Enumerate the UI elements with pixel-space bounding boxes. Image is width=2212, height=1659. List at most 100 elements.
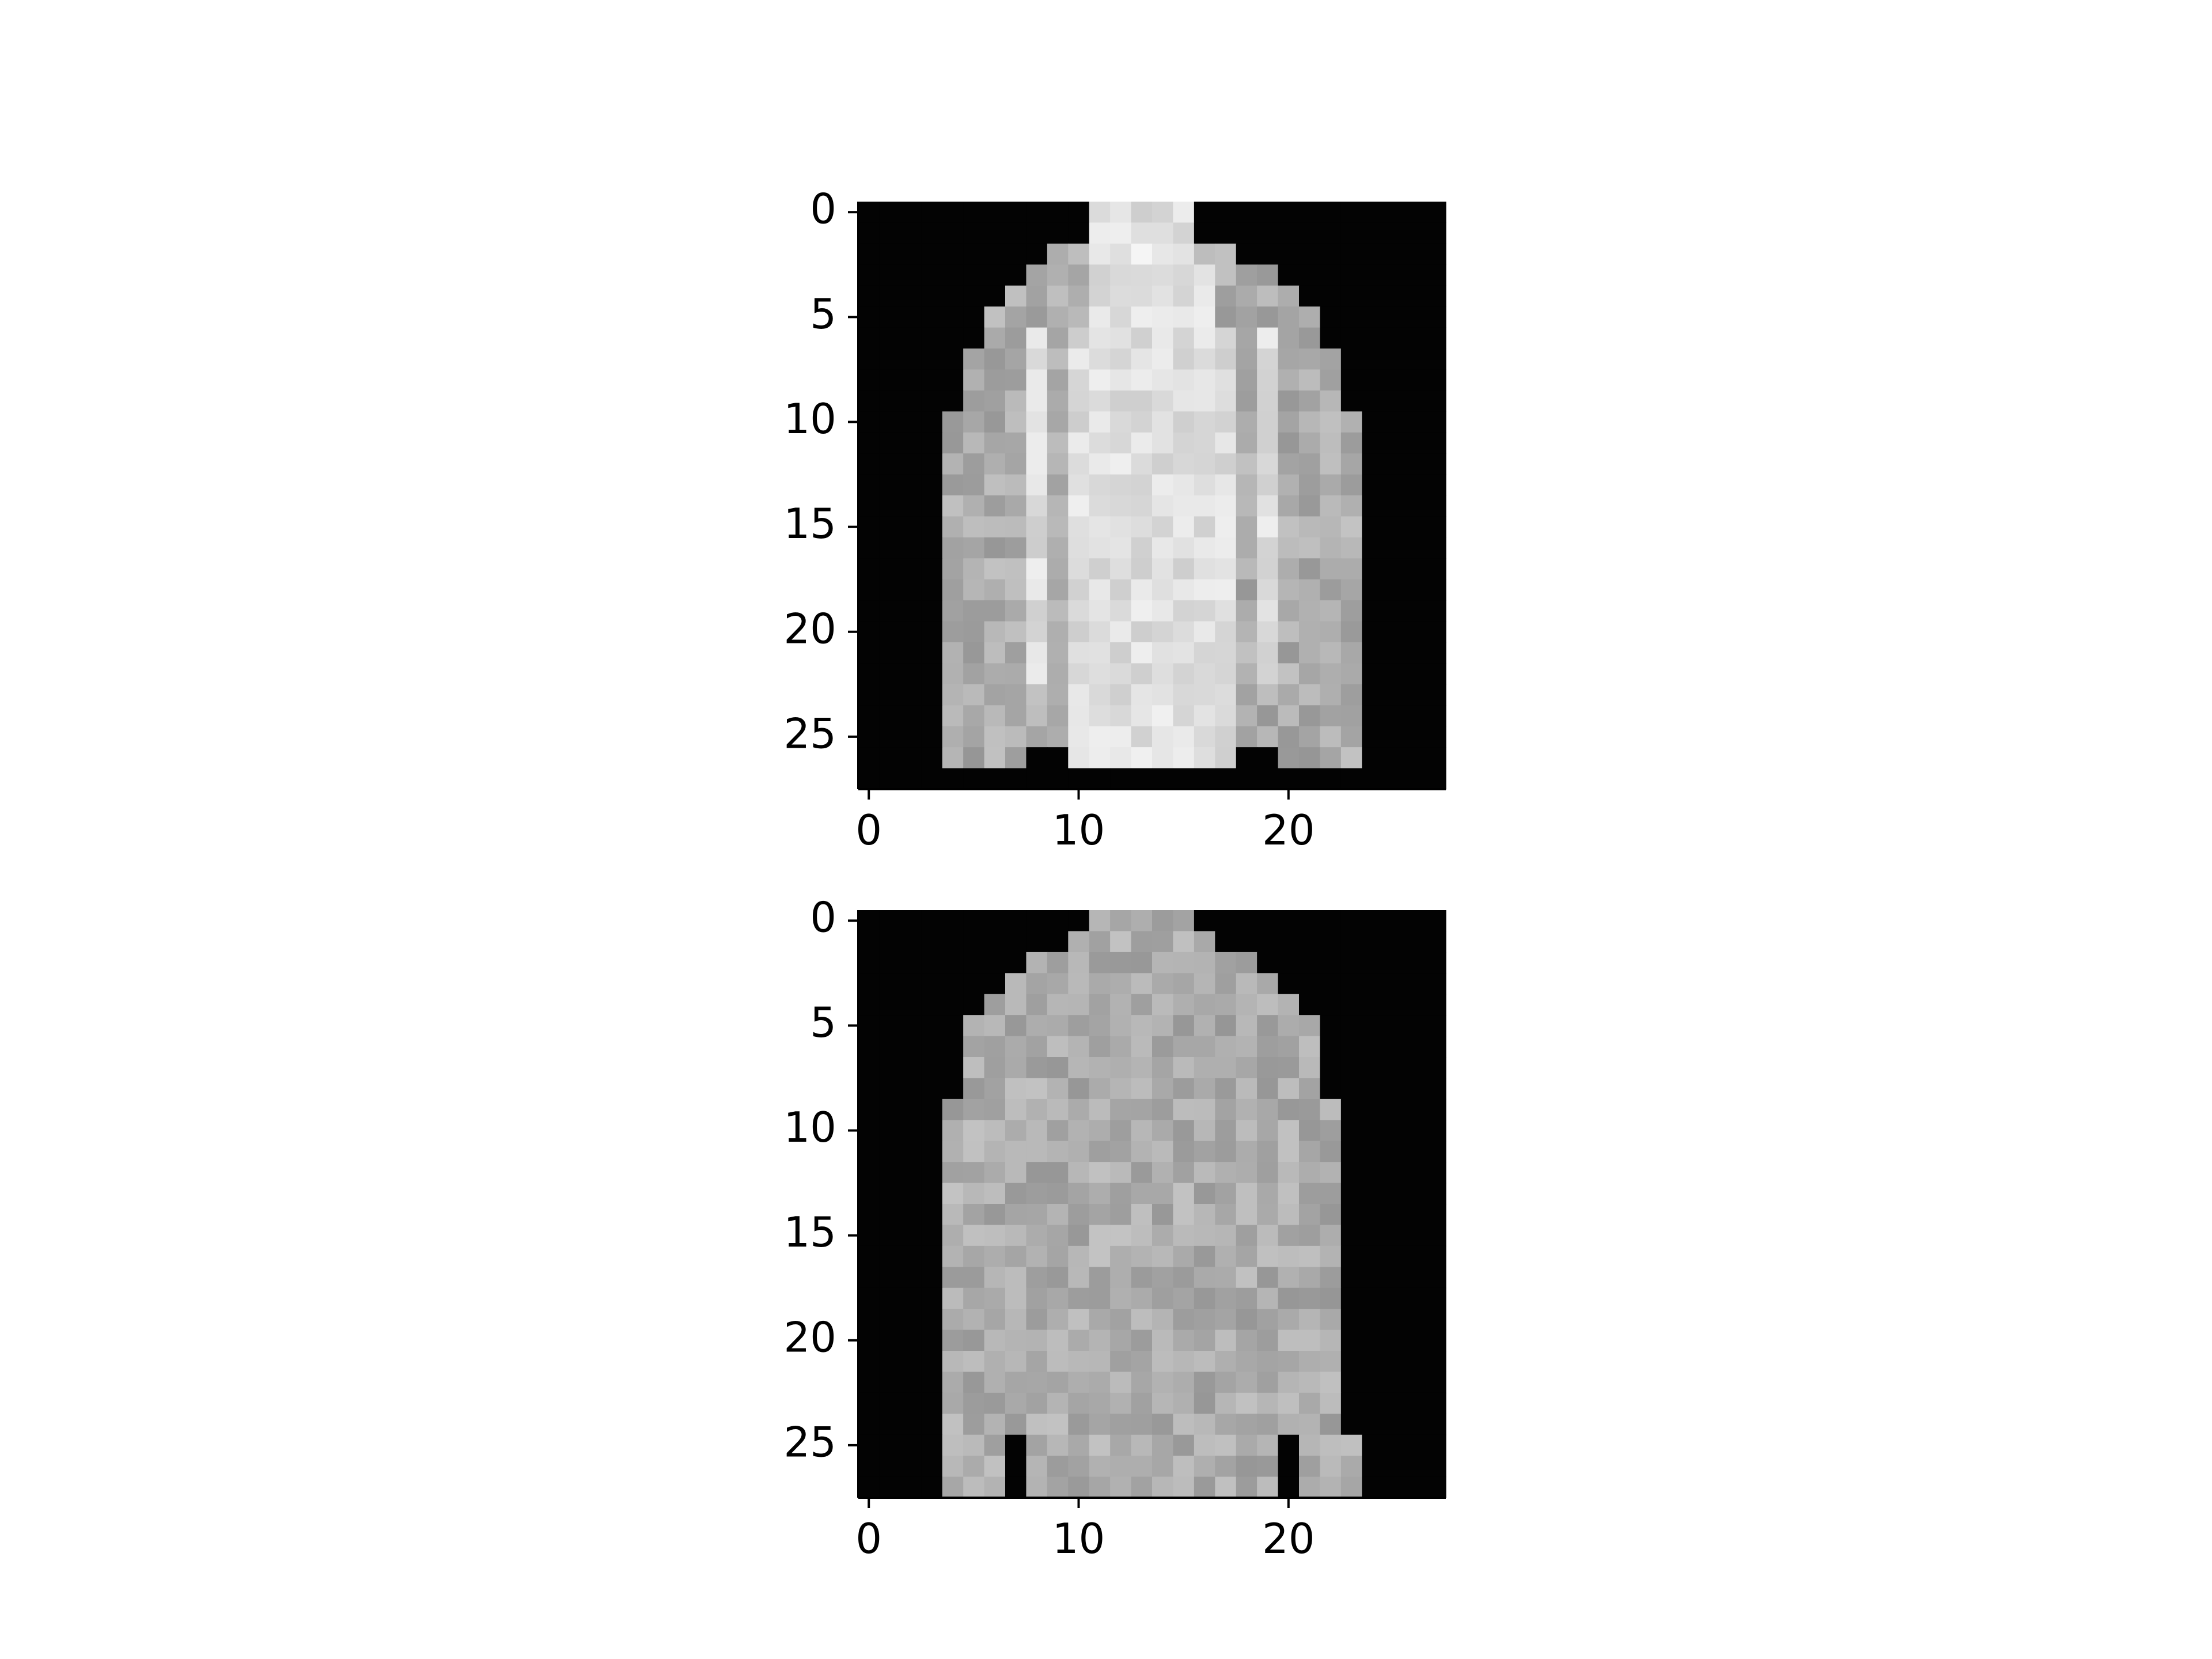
y-tick-label: 10 [783,395,836,443]
heatmap-cell [1152,1036,1174,1058]
heatmap-cell [1362,1309,1384,1331]
heatmap-cell [1194,1141,1215,1162]
heatmap-cell [1236,994,1257,1016]
heatmap-cell [1404,952,1426,974]
heatmap-cell [1068,973,1090,995]
heatmap-cell [1320,537,1342,559]
heatmap-cell [1110,495,1132,517]
heatmap-cell [1362,306,1384,328]
heatmap-cell [1320,1476,1342,1498]
heatmap-cell [1362,411,1384,433]
heatmap-cell [1068,621,1090,643]
heatmap-cell [921,516,943,538]
heatmap-cell [1382,453,1404,475]
heatmap-cell [921,726,943,748]
heatmap-cell [1173,1162,1195,1184]
heatmap-cell [963,994,985,1016]
heatmap-cell [1362,931,1384,953]
heatmap-cell [1215,931,1237,953]
heatmap-cell [1110,202,1132,224]
heatmap-cell [1215,663,1237,685]
heatmap-cell [1340,349,1362,370]
heatmap-cell [1089,327,1111,349]
heatmap-cell [921,369,943,391]
heatmap-cell [858,705,880,727]
heatmap-cell [858,1120,880,1142]
heatmap-cell [1257,684,1279,706]
heatmap-cell [1005,306,1027,328]
heatmap-cell [1362,1351,1384,1373]
heatmap-cell [1110,1225,1132,1247]
heatmap-cell [984,1183,1006,1205]
heatmap-cell [1110,390,1132,412]
heatmap-cell [984,747,1006,769]
heatmap-cell [1320,1330,1342,1351]
heatmap-cell [1005,243,1027,265]
heatmap-cell [1026,243,1048,265]
heatmap-cell [1320,1372,1342,1393]
heatmap-cell [1236,1414,1257,1435]
heatmap-cell [1215,1414,1237,1435]
heatmap-cell [1194,1183,1215,1205]
heatmap-cell [1299,474,1321,496]
heatmap-cell [1152,1120,1174,1142]
heatmap-cell [1173,327,1195,349]
heatmap-cell [1236,1141,1257,1162]
heatmap-cell [942,579,964,601]
heatmap-cell [1340,1309,1362,1331]
heatmap-cell [1152,264,1174,286]
heatmap-cell [1299,222,1321,244]
heatmap-cell [984,432,1006,454]
heatmap-cell [1131,726,1153,748]
heatmap-cell [1320,1434,1342,1456]
heatmap-cell [1131,684,1153,706]
heatmap-cell [1404,579,1426,601]
heatmap-cell [963,390,985,412]
heatmap-cell [921,973,943,995]
heatmap-cell [1068,558,1090,580]
heatmap-cell [1340,411,1362,433]
heatmap-cell [1152,411,1174,433]
heatmap-cell [1299,726,1321,748]
heatmap-cell [879,684,901,706]
heatmap-cell [1089,1330,1111,1351]
heatmap-cell [1404,747,1426,769]
heatmap-cell [1089,1015,1111,1037]
y-tick-label: 0 [810,185,836,233]
heatmap-cell [1005,516,1027,538]
heatmap-cell [1194,1245,1215,1267]
heatmap-cell [1425,474,1446,496]
heatmap-cell [1194,1309,1215,1331]
heatmap-cell [1005,1036,1027,1058]
heatmap-cell [858,1183,880,1205]
heatmap-cell [858,432,880,454]
heatmap-cell [1131,453,1153,475]
heatmap-cell [1047,285,1069,307]
heatmap-cell [900,1330,922,1351]
y-tick-label: 10 [783,1103,836,1152]
heatmap-cell [921,579,943,601]
heatmap-cell [858,285,880,307]
heatmap-cell [921,1183,943,1205]
heatmap-cell [1110,1287,1132,1309]
heatmap-cell [1005,1392,1027,1414]
heatmap-cell [1005,1330,1027,1351]
heatmap-cell [1173,663,1195,685]
heatmap-cell [1257,1015,1279,1037]
heatmap-cell [1320,285,1342,307]
heatmap-cell [1089,1204,1111,1226]
heatmap-cell [1005,768,1027,790]
heatmap-cell [1236,600,1257,622]
heatmap-cell [1089,726,1111,748]
heatmap-cell [1362,705,1384,727]
heatmap-cell [1005,1099,1027,1120]
heatmap-cell [1026,411,1048,433]
heatmap-cell [1215,684,1237,706]
heatmap-cell [1026,349,1048,370]
heatmap-cell [1131,1434,1153,1456]
heatmap-cell [1236,285,1257,307]
heatmap-cell [1320,910,1342,932]
heatmap-cell [1068,1267,1090,1289]
heatmap-cell [1299,558,1321,580]
